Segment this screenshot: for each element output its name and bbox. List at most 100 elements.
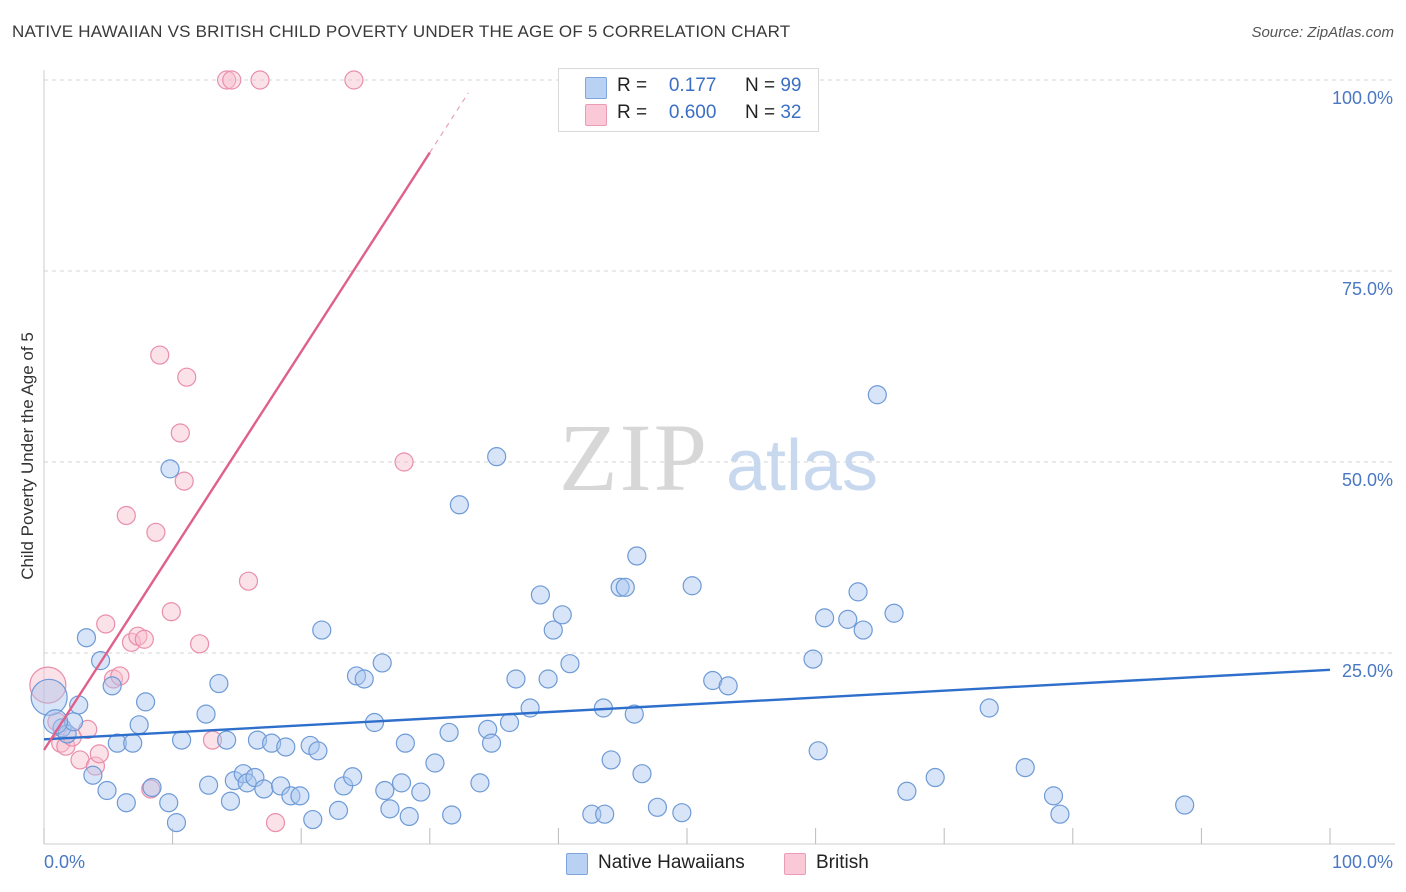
british-point — [161, 602, 181, 622]
native-hawaiian-point — [129, 715, 149, 735]
native-hawaiian-point — [838, 609, 858, 629]
native-hawaiian-point — [718, 676, 738, 696]
native-hawaiian-point — [276, 737, 296, 757]
x-tick-label-min: 0.0% — [44, 852, 85, 872]
y-tick-label: 75.0% — [1342, 279, 1393, 299]
native-hawaiian-point — [610, 577, 630, 597]
native-hawaiian-point — [217, 730, 237, 750]
native-hawaiian-point — [343, 767, 363, 787]
chart-title: NATIVE HAWAIIAN VS BRITISH CHILD POVERTY… — [12, 22, 791, 41]
native-hawaiian-point — [399, 806, 419, 827]
native-hawaiian-point — [808, 741, 828, 761]
native-hawaiian-point — [159, 793, 179, 813]
stats-legend: R = 0.177 N = 99 R = 0.600 N = 32 — [558, 68, 819, 132]
native-hawaiian-point — [97, 780, 117, 801]
native-hawaiian-point — [83, 765, 103, 785]
native-hawaiian-point — [247, 730, 268, 750]
british-point — [238, 571, 259, 591]
r-label: R = — [617, 75, 648, 96]
british-point — [394, 452, 414, 472]
n-value: 32 — [780, 102, 802, 123]
n-label: N = — [744, 102, 776, 123]
native-hawaiian-point — [552, 605, 572, 625]
native-hawaiian-point — [290, 786, 310, 806]
blue-swatch-icon — [566, 853, 588, 875]
british-point — [177, 367, 197, 387]
native-hawaiian-point — [220, 791, 241, 811]
r-label: R = — [617, 102, 648, 123]
legend-label: Native Hawaiians — [598, 852, 745, 873]
native-hawaiian-point — [560, 654, 580, 674]
native-hawaiian-point — [867, 385, 887, 405]
native-hawaiian-point — [271, 776, 291, 796]
native-hawaiian-point — [979, 698, 999, 718]
native-hawaiian-point — [449, 495, 469, 515]
native-hawaiian-point — [481, 733, 502, 753]
native-hawaiian-point — [1175, 795, 1195, 815]
native-hawaiian-point — [196, 704, 216, 724]
native-hawaiian-point — [123, 733, 143, 753]
native-hawaiian-point — [632, 764, 652, 784]
british-point — [222, 70, 242, 90]
native-hawaiian-point — [328, 800, 349, 820]
native-hawaiian-point — [209, 673, 229, 694]
pink-swatch-icon — [585, 104, 607, 126]
native-hawaiian-point — [142, 777, 162, 798]
native-hawaiian-point — [135, 692, 156, 712]
native-hawaiian-point — [346, 666, 367, 686]
native-hawaiian-point — [530, 585, 550, 605]
native-hawaiian-point — [442, 805, 462, 825]
native-hawaiian-point — [380, 799, 400, 819]
native-hawaiian-point — [1015, 757, 1035, 778]
native-hawaiian-point — [601, 750, 621, 770]
british-point — [344, 70, 364, 90]
british-trend-line — [42, 151, 431, 751]
native-hawaiian-point — [375, 780, 395, 801]
watermark-zip: ZIP — [559, 404, 709, 511]
native-hawaiian-point — [615, 577, 635, 597]
native-hawaiian-point — [499, 712, 520, 733]
native-hawaiian-point — [312, 620, 332, 640]
british-point — [96, 614, 116, 634]
british-points — [29, 70, 414, 833]
native-hawaiian-point — [672, 803, 692, 823]
native-hawaiian-point — [853, 620, 873, 640]
native-hawaiian-point — [543, 620, 563, 640]
r-value: 0.177 — [668, 75, 717, 96]
y-tick-label: 25.0% — [1342, 661, 1393, 681]
native-hawaiian-point — [262, 733, 282, 753]
native-hawaiian-point — [254, 779, 274, 799]
british-point — [150, 345, 170, 365]
native-hawaiian-point — [803, 649, 823, 669]
n-value: 99 — [780, 75, 802, 96]
british-point — [170, 423, 190, 443]
native-hawaiian-point — [538, 669, 558, 689]
native-hawaiian-point — [682, 576, 702, 596]
native-hawaiian-point — [627, 546, 647, 566]
native-hawaiian-point — [166, 813, 187, 833]
native-hawaiian-point — [815, 608, 835, 628]
native-hawaiian-point — [107, 733, 127, 753]
y-tick-label: 100.0% — [1332, 88, 1393, 108]
british-trend-extension — [429, 92, 469, 153]
native-hawaiian-point — [354, 669, 374, 689]
native-hawaiian-point — [199, 775, 219, 795]
native-hawaiian-point — [395, 733, 415, 753]
british-point — [116, 505, 136, 526]
british-point — [217, 70, 237, 90]
native-hawaiian-point — [703, 670, 723, 691]
british-point — [174, 471, 194, 491]
native-hawaiian-point — [30, 678, 68, 716]
british-point — [29, 666, 67, 704]
native-hawaiian-point — [1043, 786, 1064, 806]
native-hawaiian-point — [102, 676, 122, 696]
pink-swatch-icon — [784, 853, 806, 875]
native-hawaiian-point — [487, 447, 507, 467]
british-point — [134, 629, 154, 649]
native-hawaiian-point — [411, 782, 431, 802]
y-tick-label: 50.0% — [1342, 470, 1393, 490]
british-point — [146, 522, 166, 542]
british-point — [265, 813, 286, 833]
native-hawaiian-point — [439, 722, 459, 743]
